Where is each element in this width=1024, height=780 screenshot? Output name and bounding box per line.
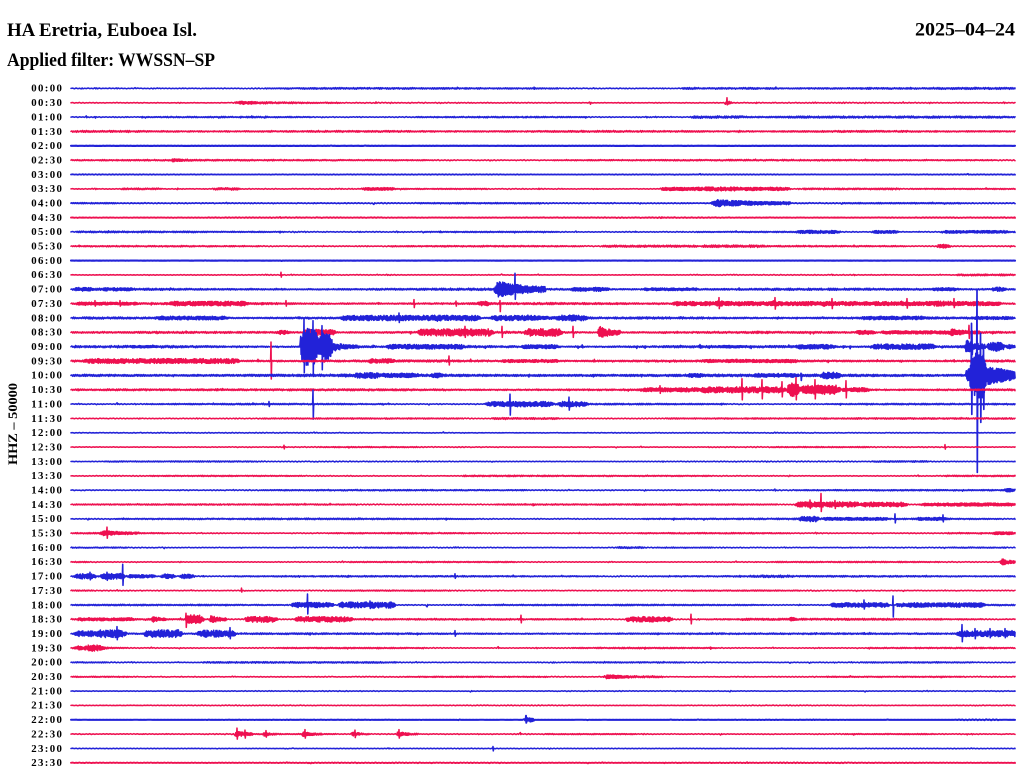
svg-text:06:30: 06:30: [31, 269, 62, 281]
svg-text:15:00: 15:00: [31, 513, 62, 525]
svg-text:11:30: 11:30: [31, 413, 62, 425]
svg-text:02:30: 02:30: [31, 155, 62, 167]
svg-text:22:00: 22:00: [31, 714, 62, 726]
svg-text:01:30: 01:30: [31, 126, 62, 138]
svg-text:13:00: 13:00: [31, 456, 62, 468]
svg-text:23:30: 23:30: [31, 757, 62, 769]
svg-text:20:30: 20:30: [31, 671, 62, 683]
svg-text:14:30: 14:30: [31, 499, 62, 511]
svg-text:05:30: 05:30: [31, 241, 62, 253]
svg-text:09:00: 09:00: [31, 341, 62, 353]
svg-text:07:00: 07:00: [31, 284, 62, 296]
svg-text:03:00: 03:00: [31, 169, 62, 181]
svg-text:04:30: 04:30: [31, 212, 62, 224]
svg-text:15:30: 15:30: [31, 528, 62, 540]
svg-text:19:00: 19:00: [31, 628, 62, 640]
svg-text:22:30: 22:30: [31, 728, 62, 740]
svg-text:00:00: 00:00: [31, 83, 62, 95]
svg-text:11:00: 11:00: [31, 398, 62, 410]
svg-text:18:30: 18:30: [31, 614, 62, 626]
svg-text:20:00: 20:00: [31, 657, 62, 669]
svg-text:10:30: 10:30: [31, 384, 62, 396]
svg-text:18:00: 18:00: [31, 599, 62, 611]
svg-text:14:00: 14:00: [31, 485, 62, 497]
svg-text:10:00: 10:00: [31, 370, 62, 382]
svg-text:13:30: 13:30: [31, 470, 62, 482]
svg-text:21:00: 21:00: [31, 685, 62, 697]
svg-text:2025–04–24: 2025–04–24: [915, 20, 1016, 41]
svg-text:07:30: 07:30: [31, 298, 62, 310]
svg-text:23:00: 23:00: [31, 743, 62, 755]
svg-text:06:00: 06:00: [31, 255, 62, 267]
svg-text:01:00: 01:00: [31, 111, 62, 123]
svg-text:21:30: 21:30: [31, 700, 62, 712]
svg-text:19:30: 19:30: [31, 642, 62, 654]
svg-text:12:30: 12:30: [31, 441, 62, 453]
svg-text:HHZ – 50000: HHZ – 50000: [5, 383, 20, 465]
svg-text:09:30: 09:30: [31, 355, 62, 367]
svg-text:02:00: 02:00: [31, 140, 62, 152]
svg-text:08:30: 08:30: [31, 327, 62, 339]
svg-text:05:00: 05:00: [31, 226, 62, 238]
svg-text:17:00: 17:00: [31, 571, 62, 583]
svg-text:03:30: 03:30: [31, 183, 62, 195]
svg-text:16:00: 16:00: [31, 542, 62, 554]
svg-text:08:00: 08:00: [31, 312, 62, 324]
svg-text:04:00: 04:00: [31, 198, 62, 210]
svg-text:12:00: 12:00: [31, 427, 62, 439]
svg-text:HA Eretria, Euboea Isl.: HA Eretria, Euboea Isl.: [7, 20, 197, 41]
svg-text:00:30: 00:30: [31, 97, 62, 109]
svg-text:17:30: 17:30: [31, 585, 62, 597]
svg-text:Applied filter: WWSSN–SP: Applied filter: WWSSN–SP: [7, 50, 215, 71]
svg-text:16:30: 16:30: [31, 556, 62, 568]
